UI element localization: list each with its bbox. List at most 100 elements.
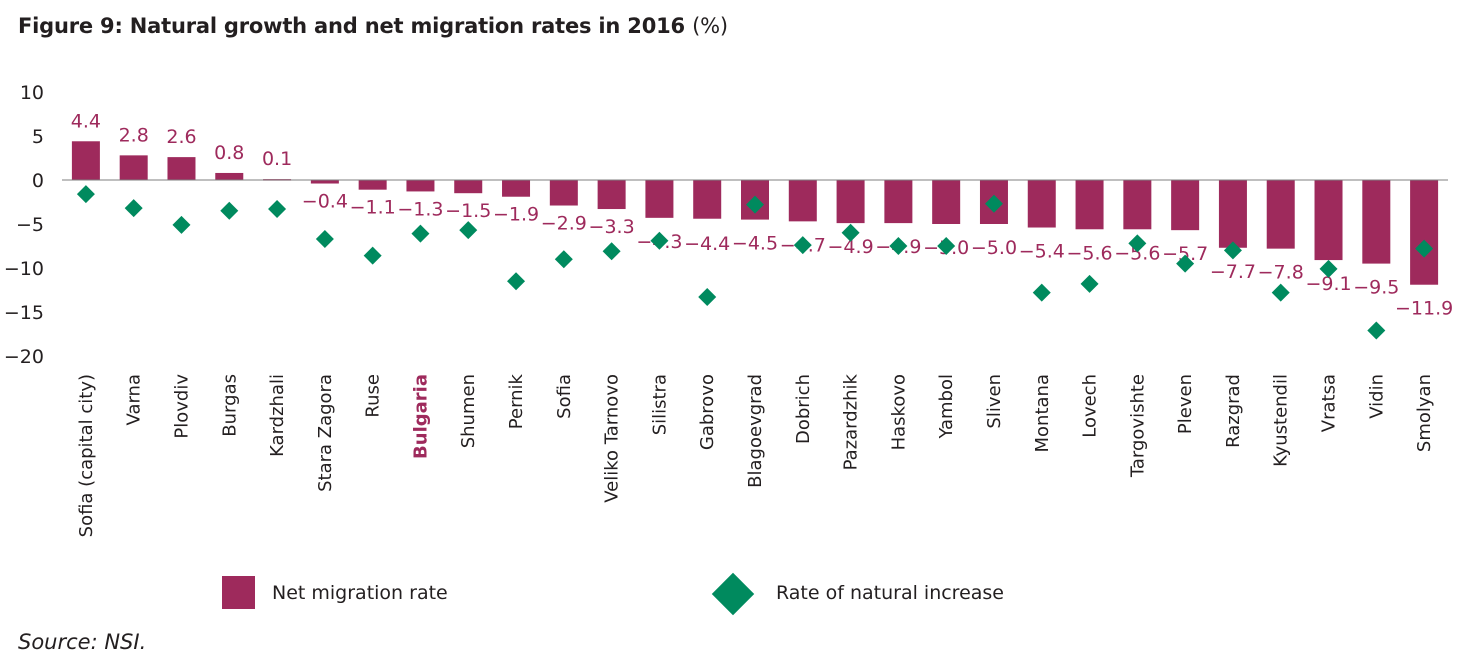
diamond-point	[1128, 234, 1147, 253]
x-category-label: Veliko Tarnovo	[602, 374, 623, 503]
bar-value-label: −5.6	[1114, 242, 1160, 264]
diamond-point	[268, 200, 287, 219]
y-axis: 10 5 0 −5 −10 −15 −20	[4, 82, 44, 368]
bar-montana	[1027, 180, 1056, 228]
x-category-label: Sofia (capital city)	[76, 374, 97, 537]
diamond-point	[793, 236, 812, 255]
x-category-label: Lovech	[1080, 374, 1101, 438]
chart-title-text: Figure 9: Natural growth and net migrati…	[18, 14, 685, 38]
diamond-point	[1176, 254, 1195, 273]
bar-ruse	[358, 180, 387, 190]
bar-value-label: 0.8	[214, 142, 244, 164]
diamond-point	[124, 199, 143, 218]
chart-title: Figure 9: Natural growth and net migrati…	[18, 14, 728, 38]
diamond-point	[602, 242, 621, 261]
bar-value-label: 0.1	[262, 148, 292, 170]
diamond-point	[889, 237, 908, 255]
bar-value-label: −1.3	[397, 198, 443, 220]
x-category-label: Gabrovo	[697, 374, 718, 450]
diamond-point	[698, 288, 717, 307]
bar-value-label: −7.8	[1258, 262, 1304, 284]
diamond-point	[1223, 241, 1242, 260]
diamond-point	[1080, 274, 1099, 293]
legend-bar-label: Net migration rate	[272, 582, 448, 604]
bar-value-label: 2.6	[166, 126, 196, 148]
x-category-label: Haskovo	[888, 374, 909, 450]
y-tick-label: −20	[4, 346, 44, 368]
bar-smolyan	[1410, 180, 1439, 285]
x-category-label: Varna	[124, 374, 145, 425]
bar-value-label: −4.9	[828, 236, 874, 258]
x-category-label: Sofia	[554, 374, 575, 419]
diamond-point	[1367, 321, 1386, 340]
diamond-point	[76, 185, 95, 204]
diamond-point	[507, 272, 526, 291]
bar-pazardzhik	[836, 180, 865, 224]
bar-value-label: −5.0	[971, 237, 1017, 259]
bar-value-label: −5.4	[1019, 241, 1065, 263]
x-category-label: Yambol	[936, 374, 957, 440]
bar-value-label: 4.4	[71, 110, 101, 132]
diamond-point	[984, 194, 1003, 213]
bar-shumen	[454, 180, 483, 194]
diamond-point	[650, 231, 669, 250]
x-category-label: Ruse	[363, 374, 384, 418]
x-category-label: Pazardzhik	[841, 373, 862, 470]
bar-bulgaria	[406, 180, 435, 192]
diamond-point	[459, 221, 478, 240]
bar-pleven	[1171, 180, 1200, 231]
bar-gabrovo	[693, 180, 722, 219]
y-tick-label: 0	[32, 170, 44, 192]
diamond-point	[411, 224, 430, 243]
x-category-label: Pernik	[506, 373, 527, 429]
x-category-label: Razgrad	[1223, 374, 1244, 448]
diamond-point	[1319, 259, 1338, 278]
chart-title-unit: (%)	[692, 14, 728, 38]
y-tick-label: −10	[4, 258, 44, 280]
bar-value-label: −4.5	[732, 233, 778, 255]
x-category-label: Kardzhali	[267, 374, 288, 457]
x-category-label: Vratsa	[1319, 374, 1340, 432]
diamond-point	[554, 250, 573, 269]
x-category-label: Vidin	[1366, 374, 1387, 419]
bar-vratsa	[1314, 180, 1343, 261]
bar-targovishte	[1123, 180, 1152, 230]
bar-dobrich	[788, 180, 817, 222]
bar-burgas	[215, 172, 244, 180]
x-category-label: Pleven	[1175, 374, 1196, 434]
bar-value-label: −5.7	[1162, 243, 1208, 265]
bar-silistra	[645, 180, 674, 218]
bar-varna	[119, 155, 148, 180]
bar-sofia	[549, 180, 578, 206]
bar-value-label: −1.9	[493, 204, 539, 226]
bar-pernik	[502, 180, 531, 197]
x-category-label: Sliven	[984, 374, 1005, 429]
bar-value-label: −7.7	[1210, 261, 1256, 283]
x-category-label: Plovdiv	[171, 374, 192, 439]
bar-vidin	[1362, 180, 1391, 264]
x-labels-layer: Sofia (capital city) Varna Plovdiv Burgas Ka…	[76, 373, 1435, 537]
diamond-point	[746, 195, 764, 214]
bar-kyustendil	[1266, 180, 1295, 249]
bar-haskovo	[884, 180, 913, 224]
bar-veliko-tarnovo	[597, 180, 626, 210]
bar-stara-zagora	[310, 180, 339, 184]
y-tick-label: −5	[16, 214, 44, 236]
diamond-point	[172, 215, 191, 234]
x-category-label: Smolyan	[1414, 374, 1435, 452]
diamond-point	[315, 229, 334, 248]
diamond-point	[841, 223, 860, 242]
x-category-label: Blagoevgrad	[745, 374, 766, 488]
x-category-label: Bulgaria	[410, 374, 431, 459]
diamond-point	[220, 201, 239, 220]
diamond-point	[363, 246, 382, 265]
bar-value-label: −9.1	[1305, 273, 1351, 295]
bar-yambol	[932, 180, 961, 224]
x-category-label: Kyustendil	[1271, 374, 1292, 467]
bar-razgrad	[1218, 180, 1247, 248]
diamond-point	[937, 237, 956, 255]
bar-labels-layer: 4.42.8 2.60.8 0.1−0.4 −1.1 −1.3 −1.5 −1.9 −2.9−…	[71, 110, 1453, 319]
x-category-label: Dobrich	[793, 374, 814, 444]
bar-value-label: −0.4	[302, 191, 348, 213]
